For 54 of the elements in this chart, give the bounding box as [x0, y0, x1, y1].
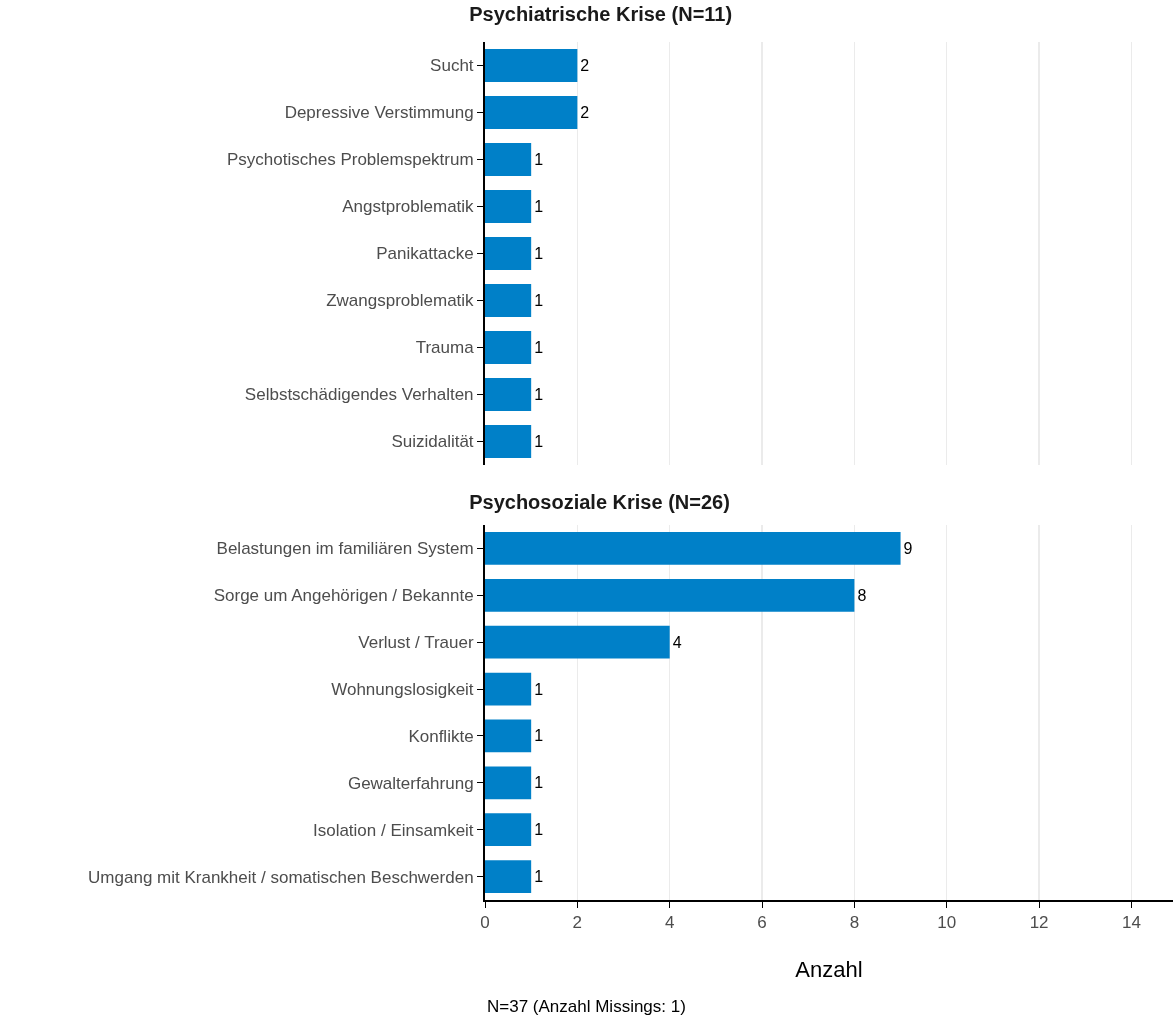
data-label: 1 — [534, 339, 544, 356]
x-axis-title: Anzahl — [795, 956, 863, 982]
data-label: 4 — [672, 633, 682, 651]
y-tick-label: Umgang mit Krankheit / somatischen Beschwerden — [88, 867, 474, 887]
y-tick-label: Belastungen im familiären System — [216, 539, 474, 559]
bar — [485, 578, 855, 612]
bar — [485, 766, 532, 800]
bar — [485, 532, 901, 565]
data-label: 1 — [534, 245, 544, 262]
data-label: 2 — [580, 57, 590, 74]
data-label: 9 — [903, 539, 913, 557]
data-label: 8 — [857, 586, 867, 604]
y-tick-label: Suizidalität — [391, 432, 474, 452]
y-tick-label: Wohnungslosigkeit — [331, 680, 474, 700]
y-tick-label: Psychotisches Problemspektrum — [227, 150, 474, 170]
y-tick-label: Sucht — [430, 56, 474, 76]
data-label: 1 — [534, 774, 544, 792]
y-tick-label: Gewalterfahrung — [347, 773, 474, 793]
bar — [485, 813, 532, 847]
y-tick-label: Angstproblematik — [342, 197, 475, 217]
data-label: 1 — [534, 198, 544, 215]
bar — [485, 719, 532, 753]
x-tick-label: 12 — [1029, 913, 1049, 933]
data-label: 1 — [534, 386, 544, 403]
x-tick-label: 4 — [664, 913, 675, 933]
x-tick-label: 6 — [757, 913, 767, 933]
data-label: 1 — [534, 727, 544, 745]
bar — [485, 860, 532, 893]
x-tick-label: 14 — [1121, 913, 1141, 933]
y-tick-label: Verlust / Trauer — [358, 633, 474, 653]
y-tick-label: Panikattacke — [376, 244, 474, 264]
y-tick-label: Depressive Verstimmung — [284, 103, 474, 123]
chart-title: Psychiatrische Krise (N=11) — [469, 3, 733, 26]
y-tick-label: Trauma — [415, 338, 475, 358]
x-tick-label: 2 — [572, 913, 583, 933]
bar — [485, 672, 532, 706]
y-tick-label: Sorge um Angehörigen / Bekannte — [213, 586, 474, 606]
chart-title: Psychosoziale Krise (N=26) — [469, 490, 730, 513]
text: N=37 (Anzahl Missings: 1) — [487, 997, 686, 1016]
bar — [485, 625, 670, 659]
y-tick-label: Isolation / Einsamkeit — [312, 820, 474, 840]
x-tick-label: 8 — [849, 913, 860, 933]
x-tick-label: 0 — [480, 913, 490, 933]
data-label: 1 — [534, 151, 544, 168]
data-label: 1 — [534, 821, 544, 839]
y-tick-label: Selbstschädigendes Verhalten — [244, 385, 474, 405]
y-tick-label: Konflikte — [408, 726, 474, 746]
x-tick-label: 10 — [937, 913, 957, 933]
data-label: 1 — [534, 680, 544, 698]
data-label: 1 — [534, 433, 544, 450]
data-label: 2 — [580, 104, 590, 121]
y-tick-label: Zwangsproblematik — [326, 291, 475, 311]
data-label: 1 — [534, 868, 544, 886]
data-label: 1 — [534, 292, 544, 309]
